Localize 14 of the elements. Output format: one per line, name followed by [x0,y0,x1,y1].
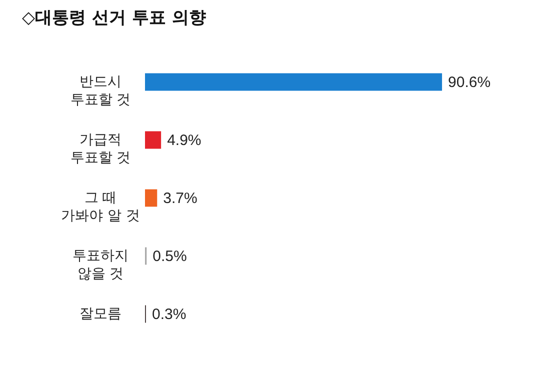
y-tick-label: 그 때 가봐야 알 것 [61,190,140,224]
data-label: 0.3% [152,306,186,323]
bar [145,73,442,91]
data-label: 3.7% [163,190,198,207]
y-tick-label: 투표하지 않을 것 [72,248,128,282]
y-tick-label: 잘모름 [80,306,122,322]
y-tick-label: 반드시 투표할 것 [70,74,131,108]
bar [145,131,162,149]
y-tick-label: 가급적 투표할 것 [70,132,131,166]
data-label: 4.9% [167,132,202,149]
chart-title: ◇대통령 선거 투표 의향 [22,8,206,28]
data-label: 0.5% [152,248,187,265]
bar [145,189,158,207]
data-label: 90.6% [448,74,491,91]
